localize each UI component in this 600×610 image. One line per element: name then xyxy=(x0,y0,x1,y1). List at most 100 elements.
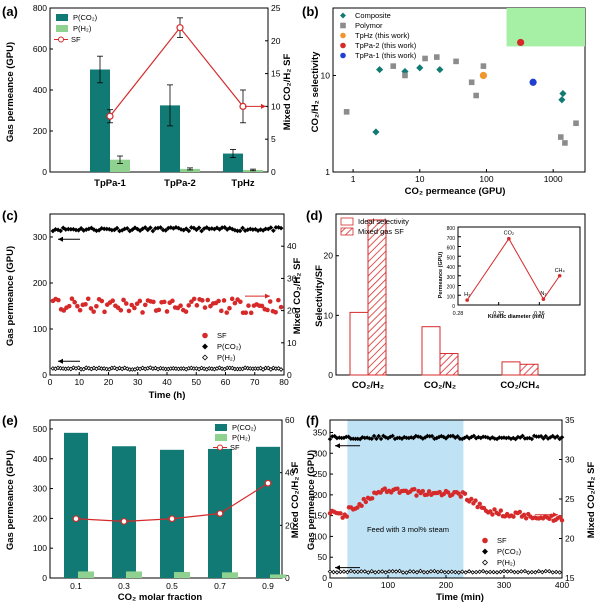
panel-f-xlabel: Time (min) xyxy=(436,592,484,603)
panel-f-ph2-point-36 xyxy=(453,569,458,575)
panel-f-legend-ph2-swatch xyxy=(482,559,488,566)
panel-c-arrow-sf-head xyxy=(265,293,270,299)
panel-b-point-s0-2 xyxy=(416,64,424,72)
panel-d-inset-x-ticklabel-2: 0.36 xyxy=(534,311,545,317)
panel-c-sf-point-82 xyxy=(273,309,278,315)
panel-c-sf-point-34 xyxy=(142,302,148,308)
panel-b-legend-3-swatch xyxy=(340,42,346,49)
panel-f-ph2-point-32 xyxy=(439,569,444,574)
panel-f-ph2-point-57 xyxy=(526,570,531,575)
panel-f-arrow-ph2-head xyxy=(335,565,340,571)
panel-c-pco2-point-31 xyxy=(130,227,135,232)
panel-f-y2-ticklabel-4: 35 xyxy=(565,415,575,425)
panel-e-category-0: 0.1 xyxy=(70,581,82,591)
panel-f-pco2-point-80 xyxy=(513,436,518,442)
panel-d-category-0: CO₂/H₂ xyxy=(352,380,384,391)
panel-f-sf-point-64 xyxy=(462,491,468,496)
panel-f-ph2-point-59 xyxy=(533,570,538,575)
panel-a-y2-ticklabel-1: 5 xyxy=(271,134,276,144)
panel-d-bar-ideal-2 xyxy=(501,361,521,376)
panel-c-sf-point-37 xyxy=(151,299,156,305)
panel-f-ph2-point-10 xyxy=(362,569,368,574)
panel-c-pco2-point-88 xyxy=(276,224,281,230)
panel-c-pco2-point-71 xyxy=(232,227,238,233)
panel-f-sf-point-47 xyxy=(426,489,432,494)
panel-f-pco2-point-31 xyxy=(399,436,405,442)
panel-a-legend-sf-swatch xyxy=(58,36,64,43)
panel-d-bar-mixed-0 xyxy=(367,219,387,376)
panel-c-sf-point-49 xyxy=(183,309,189,314)
panel-f-pco2-point-13 xyxy=(357,436,363,442)
panel-f-sf-point-32 xyxy=(395,486,400,491)
panel-f-legend-sf-swatch xyxy=(482,537,488,544)
panel-c-sf-point-2 xyxy=(56,297,61,303)
panel-c-ylabel: Gas permeance (GPU) xyxy=(5,246,16,346)
panel-b-legend-4-swatch xyxy=(340,52,346,59)
panel-c-pco2-point-24 xyxy=(112,227,117,233)
panel-d-bar-mixed-2 xyxy=(519,363,539,376)
panel-f-pco2-point-96 xyxy=(550,433,555,439)
panel-c-ph2-point-38 xyxy=(147,365,153,371)
panel-f-ph2-point-28 xyxy=(425,569,430,575)
panel-a-y2-ticklabel-5: 25 xyxy=(271,3,281,13)
panel-d-label: (d) xyxy=(306,208,323,223)
panel-c-pco2-point-11 xyxy=(78,226,84,231)
panel-f-ph2-point-40 xyxy=(466,569,472,574)
panel-f-pco2-point-100 xyxy=(559,434,565,440)
panel-f-ph2-point-46 xyxy=(487,569,493,575)
panel-f-ph2-point-5 xyxy=(345,569,350,575)
panel-f-ph2-point-29 xyxy=(428,569,434,574)
panel-b-point-s0-6 xyxy=(372,128,380,136)
panel-f-ph2-point-60 xyxy=(536,568,542,574)
panel-a-category-0: TpPa-1 xyxy=(94,178,126,189)
panel-c-pco2-point-36 xyxy=(142,225,148,230)
panel-c-sf-point-18 xyxy=(99,298,105,304)
panel-e-legend-pco2-swatch xyxy=(215,424,227,431)
panel-c-pco2-point-2 xyxy=(55,227,61,233)
panel-c-sf-point-52 xyxy=(191,296,197,302)
panel-f-ph2-point-34 xyxy=(446,569,451,575)
panel-f-ylabel2: Mixed CO₂/H₂ SF xyxy=(586,462,597,539)
panel-c-pco2-point-38 xyxy=(147,225,153,231)
panel-e-bar-ph2-4 xyxy=(270,574,286,578)
panel-f-x-ticklabel-4: 400 xyxy=(555,580,569,590)
panel-e-bar-ph2-1 xyxy=(126,571,142,578)
panel-c-pco2-point-55 xyxy=(191,225,197,231)
panel-a-category-1: TpPa-2 xyxy=(164,178,196,189)
panel-b-ylabel: CO₂/H₂ selectivity xyxy=(310,51,321,132)
panel-f-x-ticklabel-0: 0 xyxy=(328,580,333,590)
panel-c-sf-point-7 xyxy=(69,296,75,302)
panel-a-sf-point-0 xyxy=(106,112,114,120)
panel-f-ph2-point-0 xyxy=(327,569,333,574)
panel-e-legend-ph2-swatch xyxy=(215,434,227,441)
panel-e-sf-point-3 xyxy=(216,510,224,517)
panel-b-point-s3-0 xyxy=(517,38,525,47)
panel-f-y-ticklabel-5: 250 xyxy=(313,469,327,479)
panel-d-inset-point-label-2: N₂ xyxy=(540,291,546,297)
panel-c-x-ticklabel-4: 40 xyxy=(162,377,172,387)
panel-b-point-s2-0 xyxy=(479,71,488,80)
panel-c-pco2-point-39 xyxy=(150,228,156,234)
panel-f-ph2-point-17 xyxy=(386,569,392,574)
panel-a-legend-ph2-swatch xyxy=(56,25,68,32)
panel-c-sf-point-72 xyxy=(246,303,251,308)
panel-a-y-ticklabel-4: 800 xyxy=(33,3,47,13)
panel-f-ph2-point-6 xyxy=(348,568,354,574)
panel-e-y2-ticklabel-0: 0 xyxy=(285,573,290,583)
panel-c-ph2-point-75 xyxy=(242,365,248,371)
panel-f-sf-point-17 xyxy=(363,499,369,505)
panel-f-ph2-point-42 xyxy=(473,569,479,575)
panel-f-label: (f) xyxy=(306,413,319,428)
panel-c-sf-point-73 xyxy=(248,310,254,316)
panel-f-x-ticklabel-2: 200 xyxy=(439,580,453,590)
panel-c-pco2-point-0 xyxy=(50,228,56,234)
panel-f-sf-point-105 xyxy=(549,513,554,519)
panel-c-sf-point-9 xyxy=(75,303,80,309)
panel-f-pco2-point-92 xyxy=(541,436,546,441)
panel-b-legend-2-swatch xyxy=(340,32,346,39)
panel-c-pco2-point-58 xyxy=(199,228,204,234)
panel-c-sf-point-28 xyxy=(126,308,132,314)
panel-c-ph2-point-66 xyxy=(219,366,225,372)
panel-e-bar-ph2-0 xyxy=(78,571,94,578)
panel-c-pco2-point-65 xyxy=(217,227,222,232)
